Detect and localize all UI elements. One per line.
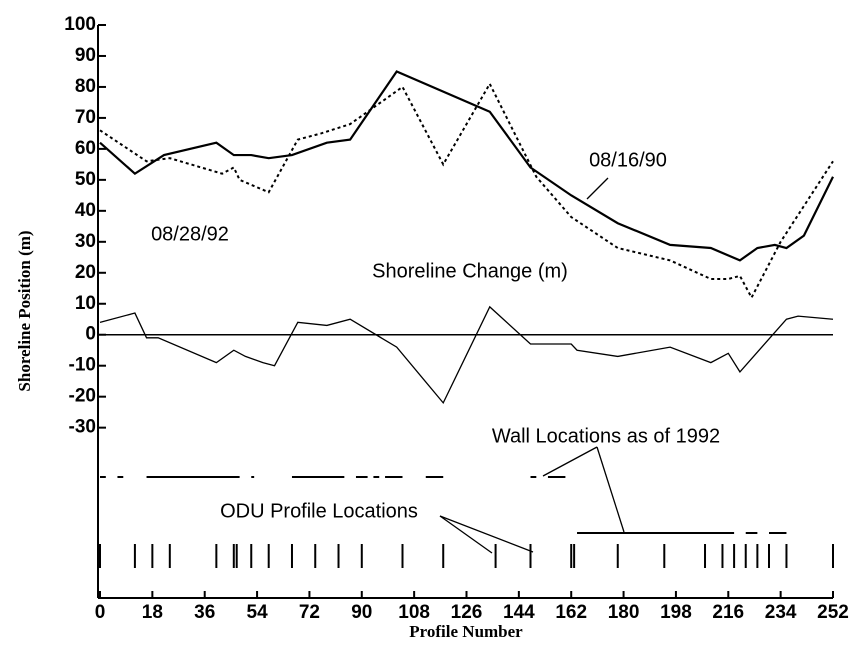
x-tick-label: 252 [817,602,849,623]
series-line [99,70,834,262]
x-axis-title: Profile Number [409,622,523,641]
y-tick-label: -10 [69,355,96,376]
x-tick-label: 234 [765,602,797,623]
leader-line [596,446,625,533]
x-tick-label: 216 [712,602,744,623]
y-tick-label: 40 [75,200,96,221]
y-tick-label: 50 [75,169,96,190]
y-tick-label: 30 [75,231,96,252]
series-line [99,81,834,300]
x-tick-label: 108 [398,602,430,623]
y-tick-label: -20 [69,386,96,407]
y-tick-label: -30 [69,417,96,438]
profile-label: ODU Profile Locations [220,500,418,522]
y-tick-label: 60 [75,138,96,159]
x-tick-label: 90 [351,602,372,623]
y-tick-label: 90 [75,45,96,66]
series-label: Shoreline Change (m) [372,260,568,282]
series-label: 08/28/92 [151,223,229,245]
x-tick-label: 126 [451,602,483,623]
y-tick-label: 100 [64,14,96,35]
leader-line [542,446,598,477]
series-label: 08/16/90 [589,149,667,171]
y-tick-label: 10 [75,293,96,314]
y-tick-label: 20 [75,262,96,283]
x-tick-label: 0 [95,602,106,623]
y-tick-label: 0 [85,324,96,345]
x-tick-label: 54 [247,602,269,623]
series-line [99,305,834,405]
y-axis-title: Shoreline Position (m) [15,230,34,391]
leader-line [586,177,609,200]
x-tick-label: 198 [660,602,692,623]
x-tick-label: 180 [608,602,640,623]
x-tick-label: 162 [555,602,587,623]
y-tick-label: 80 [75,76,96,97]
x-tick-label: 18 [142,602,163,623]
x-tick-label: 144 [503,602,535,623]
x-tick-label: 72 [299,602,320,623]
x-tick-label: 36 [194,602,215,623]
leader-line [439,515,493,554]
wall-label: Wall Locations as of 1992 [492,425,720,447]
y-tick-label: 70 [75,107,96,128]
leader-line [439,515,534,553]
